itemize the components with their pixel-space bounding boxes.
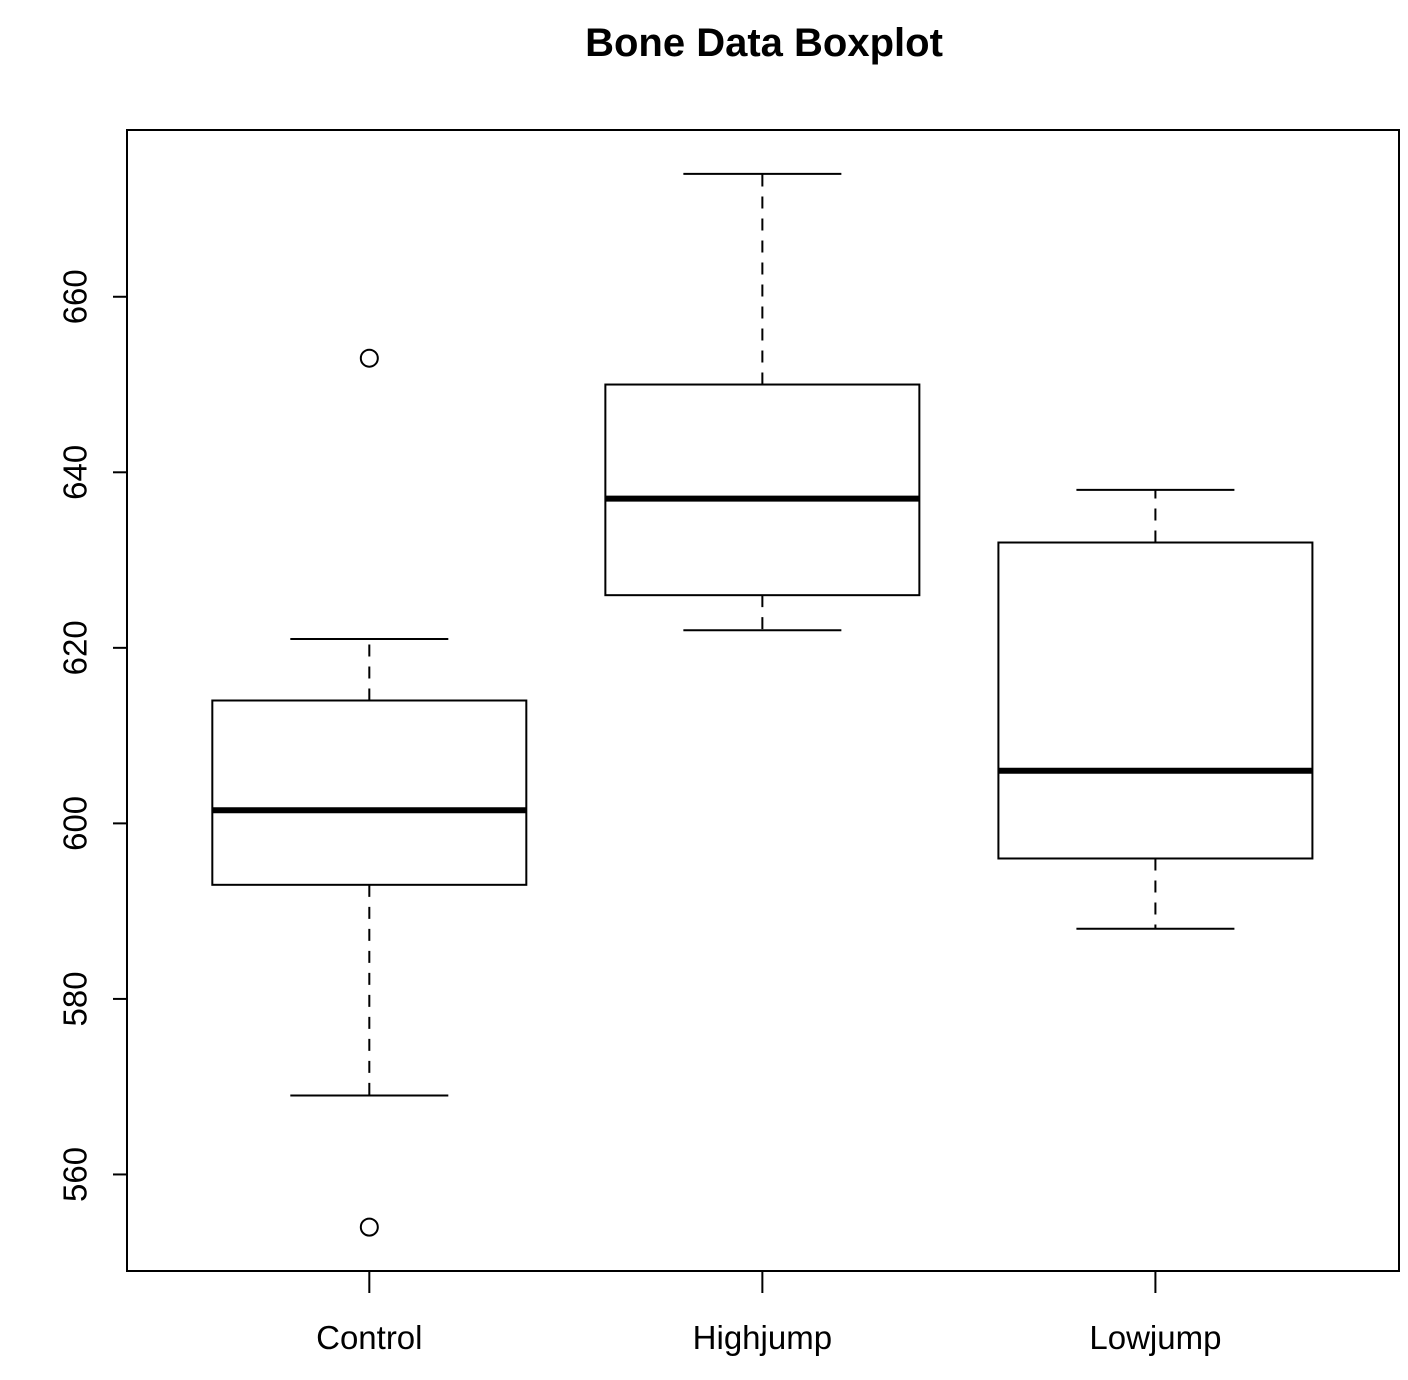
box-lowjump xyxy=(997,488,1314,930)
y-tick-label: 580 xyxy=(57,971,94,1026)
iqr-box xyxy=(211,699,528,886)
outlier-point xyxy=(359,1217,379,1237)
box-highjump xyxy=(604,172,921,632)
y-tick-label: 660 xyxy=(57,269,94,324)
y-tick-label: 560 xyxy=(57,1147,94,1202)
y-tick-label: 620 xyxy=(57,620,94,675)
x-tick-label: Lowjump xyxy=(1089,1319,1221,1356)
outlier-point xyxy=(359,348,379,368)
x-tick-label: Control xyxy=(316,1319,422,1356)
box-group xyxy=(211,172,1314,1237)
y-axis: 560 580 600 620 640 660 xyxy=(57,269,127,1202)
y-tick-label: 600 xyxy=(57,796,94,851)
chart-title: Bone Data Boxplot xyxy=(585,21,943,65)
iqr-box xyxy=(604,383,921,597)
box-control xyxy=(211,348,528,1237)
iqr-box xyxy=(997,541,1314,860)
x-axis: Control Highjump Lowjump xyxy=(316,1271,1221,1356)
y-tick-label: 640 xyxy=(57,445,94,500)
x-tick-label: Highjump xyxy=(693,1319,832,1356)
